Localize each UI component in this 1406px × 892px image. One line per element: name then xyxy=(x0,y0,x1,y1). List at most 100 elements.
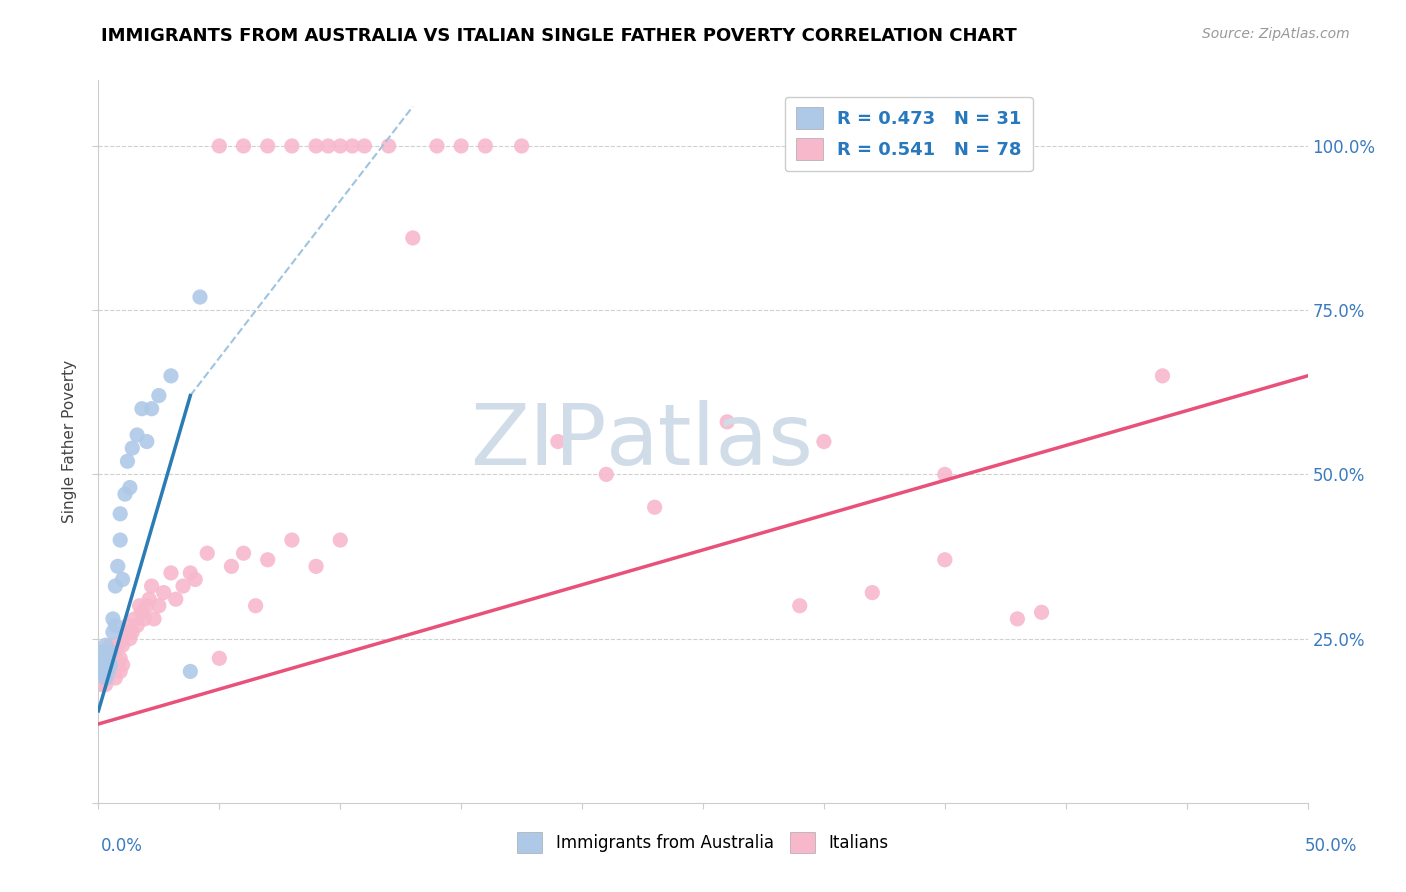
Text: Source: ZipAtlas.com: Source: ZipAtlas.com xyxy=(1202,27,1350,41)
Point xyxy=(100,651,122,665)
Point xyxy=(100,665,122,679)
Point xyxy=(97,671,120,685)
Point xyxy=(377,139,399,153)
Point xyxy=(94,638,117,652)
Point xyxy=(90,651,112,665)
Point xyxy=(329,533,352,547)
Point xyxy=(97,651,120,665)
Point xyxy=(90,665,112,679)
Point xyxy=(143,612,166,626)
Point xyxy=(595,467,617,482)
Point xyxy=(127,428,149,442)
Point xyxy=(1031,605,1053,619)
Point xyxy=(104,671,127,685)
Point xyxy=(101,665,124,679)
Point xyxy=(90,677,112,691)
Point xyxy=(474,139,496,153)
Point xyxy=(111,638,134,652)
Text: ZIP: ZIP xyxy=(470,400,606,483)
Point xyxy=(172,579,194,593)
Point xyxy=(256,553,278,567)
Point xyxy=(195,546,218,560)
Point xyxy=(547,434,569,449)
Point xyxy=(813,434,835,449)
Point xyxy=(644,500,666,515)
Y-axis label: Single Father Poverty: Single Father Poverty xyxy=(62,360,77,523)
Point xyxy=(135,599,157,613)
Point xyxy=(97,657,120,672)
Point xyxy=(329,139,352,153)
Point xyxy=(245,599,267,613)
Point xyxy=(188,290,211,304)
Point xyxy=(117,618,139,632)
Point xyxy=(107,559,129,574)
Point xyxy=(97,665,120,679)
Point xyxy=(101,612,124,626)
Point xyxy=(94,671,117,685)
Point xyxy=(94,665,117,679)
Point xyxy=(426,139,449,153)
Point xyxy=(221,559,243,574)
Point xyxy=(934,467,956,482)
Point xyxy=(208,139,231,153)
Point xyxy=(152,585,174,599)
Point xyxy=(101,625,124,640)
Point xyxy=(860,585,883,599)
Point xyxy=(108,665,131,679)
Point xyxy=(256,139,278,153)
Point xyxy=(342,139,364,153)
Point xyxy=(100,638,122,652)
Point xyxy=(160,566,183,580)
Point xyxy=(117,454,139,468)
Point xyxy=(353,139,375,153)
Point xyxy=(179,566,201,580)
Point xyxy=(111,573,134,587)
Text: 0.0%: 0.0% xyxy=(101,837,143,855)
Point xyxy=(134,612,156,626)
Point xyxy=(716,415,738,429)
Point xyxy=(94,657,117,672)
Point xyxy=(208,651,231,665)
Point xyxy=(127,618,149,632)
Point xyxy=(402,231,425,245)
Point xyxy=(148,388,170,402)
Point xyxy=(107,657,129,672)
Point xyxy=(100,645,122,659)
Point xyxy=(100,657,122,672)
Point xyxy=(114,625,136,640)
Point xyxy=(108,507,131,521)
Point xyxy=(165,592,187,607)
Point xyxy=(121,441,143,455)
Point xyxy=(160,368,183,383)
Text: atlas: atlas xyxy=(606,400,814,483)
Text: 50.0%: 50.0% xyxy=(1305,837,1357,855)
Point xyxy=(131,401,153,416)
Point xyxy=(450,139,472,153)
Point xyxy=(108,651,131,665)
Point xyxy=(104,651,127,665)
Point xyxy=(91,665,114,679)
Point xyxy=(141,401,163,416)
Point xyxy=(121,625,143,640)
Point xyxy=(135,434,157,449)
Point xyxy=(316,139,339,153)
Point xyxy=(128,599,150,613)
Point xyxy=(1007,612,1029,626)
Point xyxy=(131,605,153,619)
Point xyxy=(104,618,127,632)
Point xyxy=(101,657,124,672)
Point xyxy=(94,651,117,665)
Point xyxy=(94,677,117,691)
Point xyxy=(281,533,304,547)
Point xyxy=(104,579,127,593)
Point xyxy=(114,487,136,501)
Point xyxy=(148,599,170,613)
Point xyxy=(90,665,112,679)
Point xyxy=(281,139,304,153)
Point xyxy=(184,573,207,587)
Text: IMMIGRANTS FROM AUSTRALIA VS ITALIAN SINGLE FATHER POVERTY CORRELATION CHART: IMMIGRANTS FROM AUSTRALIA VS ITALIAN SIN… xyxy=(101,27,1017,45)
Point xyxy=(934,553,956,567)
Legend: Immigrants from Australia, Italians: Immigrants from Australia, Italians xyxy=(510,826,896,860)
Point xyxy=(111,657,134,672)
Point xyxy=(789,599,811,613)
